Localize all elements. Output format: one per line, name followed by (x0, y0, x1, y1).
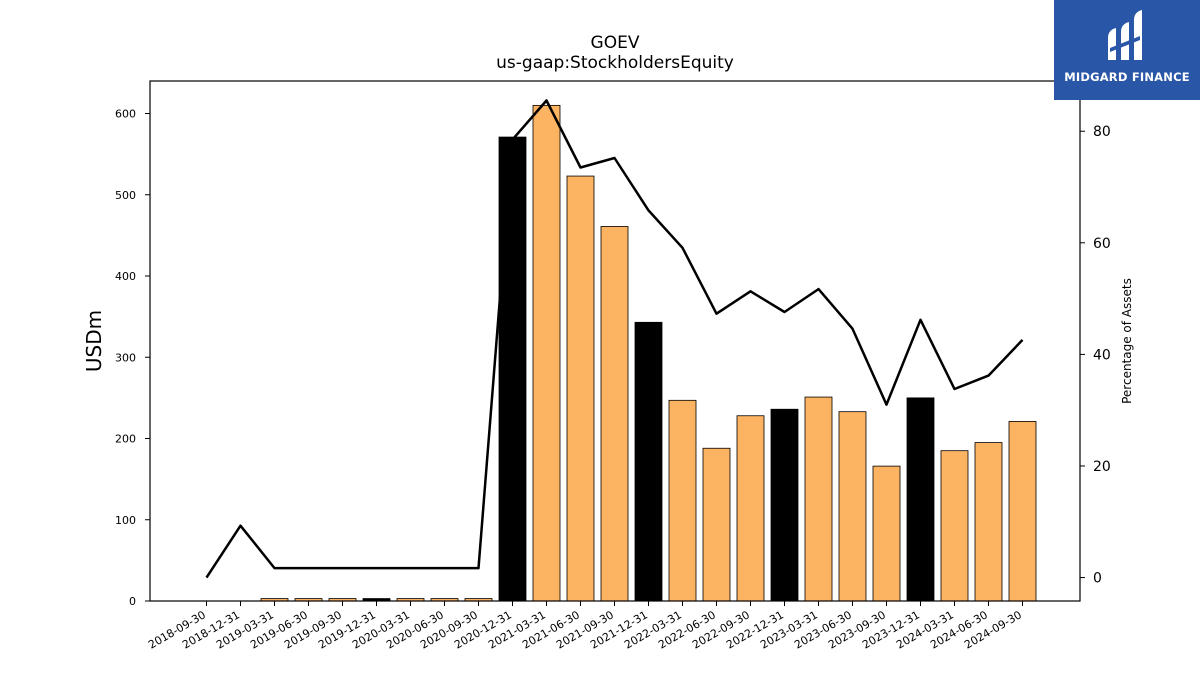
y2-tick-label: 60 (1093, 236, 1111, 252)
bar (1008, 421, 1037, 602)
bar (634, 321, 663, 602)
y2-tick-label: 80 (1093, 124, 1111, 140)
bar (940, 450, 969, 602)
left-axis: 0 100 200 300 400 500 600 (115, 108, 150, 608)
y2-axis-label: Percentage of Assets (1120, 278, 1134, 404)
y-tick-label: 200 (115, 433, 136, 446)
y-tick-label: 500 (115, 189, 136, 202)
bar (668, 399, 697, 602)
chart-subtitle: us-gaap:StockholdersEquity (496, 53, 734, 73)
line-percentage-of-assets (205, 99, 1024, 579)
chart-title: GOEV (591, 33, 640, 53)
bar (532, 104, 561, 602)
bar (736, 415, 765, 602)
bar (566, 175, 595, 602)
logo-text: MIDGARD FINANCE (1064, 70, 1190, 84)
y-axis-label: USDm (82, 310, 106, 372)
y-tick-label: 100 (115, 514, 136, 527)
bar (804, 396, 833, 602)
bar (906, 397, 935, 602)
bar (974, 442, 1003, 602)
bar-series (260, 104, 1037, 602)
y2-tick-label: 40 (1093, 347, 1111, 363)
bar (600, 226, 629, 602)
line-series (205, 99, 1024, 579)
brand-logo: MIDGARD FINANCE (1054, 0, 1200, 100)
y-tick-label: 600 (115, 108, 136, 121)
y-tick-label: 400 (115, 270, 136, 283)
bar (702, 447, 731, 602)
y-tick-label: 300 (115, 351, 136, 364)
x-axis: 2018-09-302018-12-312019-03-312019-06-30… (146, 601, 1024, 652)
right-axis: 0 20 40 60 80 (1080, 124, 1111, 587)
midgard-logo-icon (1108, 10, 1142, 60)
bar (770, 408, 799, 602)
y2-tick-label: 0 (1093, 571, 1102, 587)
y2-tick-label: 20 (1093, 459, 1111, 475)
bar (498, 136, 527, 602)
bar (838, 411, 867, 602)
y-tick-label: 0 (129, 595, 136, 608)
bar (872, 465, 901, 602)
